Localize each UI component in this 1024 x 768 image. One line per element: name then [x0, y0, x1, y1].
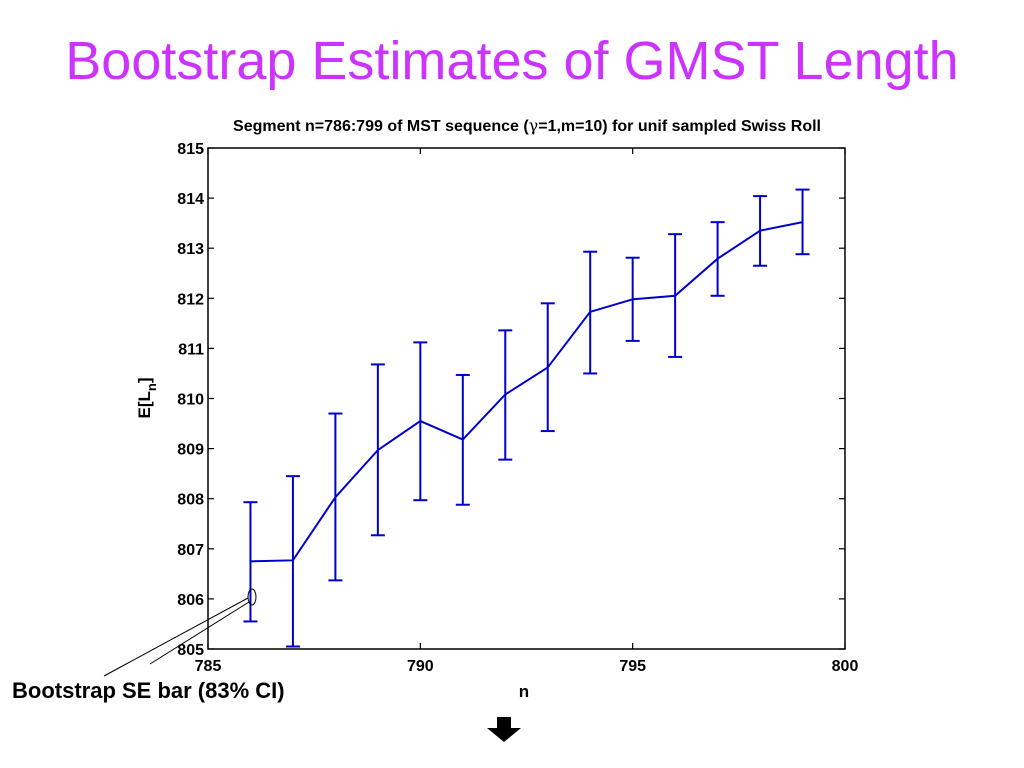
y-tick-label: 806 [177, 592, 204, 609]
chart-title-symbol: γ [529, 116, 539, 135]
error-bars [243, 188, 810, 648]
series-line [250, 221, 803, 563]
annotation-leader-line [103, 597, 249, 677]
series-lines [250, 221, 803, 563]
annotation: Bootstrap SE bar (83% CI) [12, 588, 285, 703]
y-tick-label: 808 [177, 492, 204, 509]
y-axis-ticks: 805 806 807 808 809 810 811 812 813 814 815 [177, 141, 845, 659]
y-tick-label: 815 [177, 141, 204, 158]
x-tick-label: 795 [619, 658, 646, 675]
annotation-marker [247, 588, 257, 606]
x-tick-label: 800 [832, 658, 859, 675]
y-tick-label: 807 [177, 542, 204, 559]
chart-title-prefix: Segment n=786:799 of MST sequence ( [233, 118, 529, 135]
y-tick-label: 811 [178, 341, 204, 358]
slide-title: Bootstrap Estimates of GMST Length [65, 31, 959, 91]
chart-title: Segment n=786:799 of MST sequence (γ=1,m… [233, 116, 821, 135]
y-tick-label: 812 [177, 291, 204, 308]
annotation-text: Bootstrap SE bar (83% CI) [12, 678, 285, 703]
y-tick-label: 814 [177, 191, 204, 208]
x-axis-label: n [519, 682, 529, 701]
y-tick-label: 810 [177, 392, 204, 409]
y-axis-label-sub: n [144, 383, 159, 391]
y-axis-label: E[Ln] [135, 377, 159, 418]
chart-title-suffix: =1,m=10) for unif sampled Swiss Roll [538, 118, 821, 135]
y-axis-label-main: E[L [135, 391, 154, 418]
y-tick-label: 805 [177, 642, 204, 659]
x-tick-label: 790 [407, 658, 434, 675]
down-arrow-icon [487, 717, 521, 742]
y-tick-label: 813 [177, 241, 204, 258]
x-axis-ticks: 785 790 795 800 [195, 148, 859, 675]
plot-frame [207, 147, 846, 650]
y-axis-label-close: ] [135, 377, 154, 383]
annotation-leader-line-2 [149, 601, 250, 665]
x-tick-label: 785 [195, 658, 222, 675]
y-tick-label: 809 [177, 442, 204, 459]
